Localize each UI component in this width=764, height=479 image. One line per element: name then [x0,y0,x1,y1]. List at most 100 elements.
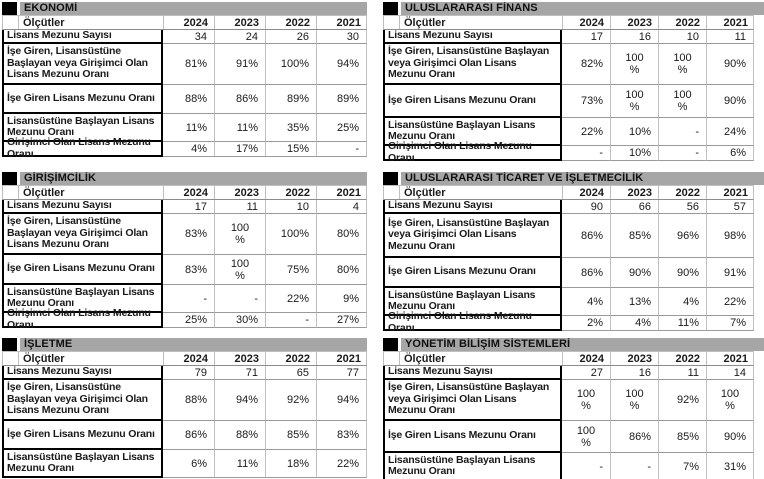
metric-value: 14 [706,366,754,380]
column-header-row: Ölçütler 2024 2023 2022 2021 [2,185,367,200]
table-row: İşe Giren, Lisansüstüne Başlayan veya Gi… [2,380,367,421]
metric-value: - [163,285,214,313]
metric-value: 15% [265,142,316,157]
metric-value: 10% [610,146,658,161]
metric-value: 4 [316,200,367,214]
table-row: Girişimci Olan Lisans Mezunu Oranı - 10%… [383,140,764,163]
metric-value: 11% [163,114,214,142]
metric-value: 10 [658,30,706,44]
metric-value: 100% [265,44,316,85]
table-title: ULUSLARARASI TİCARET VE İŞLETMECİLİK [401,172,764,185]
metric-value: 17 [163,200,214,214]
metric-label: İşe Giren, Lisansüstüne Başlayan veya Gi… [2,380,163,421]
metric-value: 83% [163,255,214,285]
metric-value: 90% [658,258,706,288]
metric-value: 35% [265,114,316,142]
metric-value: 34 [163,30,214,44]
metric-value: 22% [706,288,754,316]
table-ekonomi: EKONOMİ Ölçütler 2024 2023 2022 2021 Lis… [2,2,367,159]
column-header-row: Ölçütler 2024 2023 2022 2021 [383,185,754,200]
column-header-2024: 2024 [163,16,214,29]
column-header-2023: 2023 [610,352,658,365]
table-row: Girişimci Olan Lisans Mezunu Oranı 25% 3… [2,307,367,330]
column-header-olcutler: Ölçütler [404,352,446,365]
metric-label: İşe Giren Lisans Mezunu Oranı [2,255,163,285]
title-black-cell [383,2,398,15]
metric-value: 98% [706,214,754,258]
column-header-olcutler: Ölçütler [404,16,446,29]
column-header-2024: 2024 [562,16,610,29]
metric-value: 57 [706,200,754,214]
table-title: YÖNETİM BİLİŞİM SİSTEMLERİ [401,338,764,351]
table-uluslararasi-finans: ULUSLARARASI FİNANS Ölçütler 2024 2023 2… [383,2,764,163]
metric-value: 100 % [658,85,706,118]
column-header-olcutler: Ölçütler [23,16,65,29]
metric-value: 96% [658,214,706,258]
metric-value: 11% [214,114,265,142]
metric-label: İşe Giren, Lisansüstüne Başlayan veya Gi… [383,44,562,85]
table-title-bar: İŞLETME [2,338,367,351]
metric-label: Lisans Mezunu Sayısı [383,30,562,44]
metric-value: 85% [658,421,706,453]
metric-label: Lisansüstüne Başlayan Lisans Mezunu Oran… [2,114,163,142]
metric-label: İşe Giren, Lisansüstüne Başlayan veya Gi… [383,380,562,421]
column-header-2021: 2021 [316,352,367,365]
metric-value: 100 % [610,85,658,118]
metric-value: 100 % [706,380,754,421]
column-header-row: Ölçütler 2024 2023 2022 2021 [383,15,754,30]
metric-label: Girişimci Olan Lisans Mezunu Oranı [2,307,163,330]
metric-value: 30 [316,30,367,44]
table-row: Girişimci Olan Lisans Mezunu Oranı 4% 17… [2,136,367,159]
metric-value: - [610,453,658,479]
header-spacer-cell [384,16,400,29]
table-row: İşe Giren, Lisansüstüne Başlayan veya Gi… [2,44,367,85]
metric-value: 90% [610,258,658,288]
metric-value: 11% [658,316,706,331]
metric-label: Girişimci Olan Lisans Mezunu Oranı [383,140,562,163]
column-header-2021: 2021 [706,352,754,365]
metric-value: 66 [610,200,658,214]
metric-value: 83% [163,214,214,255]
metric-value: 80% [316,214,367,255]
column-header-2021: 2021 [706,16,754,29]
metric-value: 18% [265,450,316,478]
table-girisimcilik: GİRİŞİMCİLİK Ölçütler 2024 2023 2022 202… [2,172,367,330]
metric-label: İşe Giren Lisans Mezunu Oranı [383,258,562,288]
metric-label: Lisans Mezunu Sayısı [2,366,163,380]
metric-value: 6% [163,450,214,478]
table-row: Lisansüstüne Başlayan Lisans Mezunu Oran… [383,453,764,479]
table-isletme: İŞLETME Ölçütler 2024 2023 2022 2021 Lis… [2,338,367,478]
metric-value: 85% [610,214,658,258]
metric-value: 24% [706,118,754,146]
table-row: Lisans Mezunu Sayısı 27 16 11 14 [383,366,764,380]
metric-label: Lisansüstüne Başlayan Lisans Mezunu Oran… [2,285,163,313]
column-header-2021: 2021 [706,186,754,199]
header-spacer-cell [384,186,400,199]
metric-value: 100 % [658,44,706,85]
metric-value: - [562,453,610,479]
metric-label: Lisans Mezunu Sayısı [383,200,562,214]
table-row: Lisansüstüne Başlayan Lisans Mezunu Oran… [383,288,764,316]
table-row: Lisans Mezunu Sayısı 17 16 10 11 [383,30,764,44]
metric-value: 79 [163,366,214,380]
metric-value: 27% [316,313,367,328]
column-header-2021: 2021 [316,186,367,199]
table-row: İşe Giren Lisans Mezunu Oranı 100 % 86% … [383,421,764,453]
metric-value: 81% [163,44,214,85]
column-header-2022: 2022 [658,352,706,365]
column-header-2023: 2023 [610,16,658,29]
table-row: İşe Giren Lisans Mezunu Oranı 83% 100 % … [2,255,367,285]
metric-label: Girişimci Olan Lisans Mezunu Oranı [383,310,562,333]
column-header-olcutler: Ölçütler [404,186,446,199]
metric-value: 100 % [562,421,610,453]
metric-value: 89% [265,85,316,114]
metric-label: İşe Giren Lisans Mezunu Oranı [2,85,163,114]
metric-value: 82% [562,44,610,85]
metric-value: 100 % [562,380,610,421]
metric-value: 94% [316,44,367,85]
table-title-bar: EKONOMİ [2,2,367,15]
metric-value: 85% [265,421,316,450]
table-title: EKONOMİ [20,2,367,15]
table-row: İşe Giren, Lisansüstüne Başlayan veya Gi… [383,44,764,85]
header-spacer-cell [3,352,19,365]
